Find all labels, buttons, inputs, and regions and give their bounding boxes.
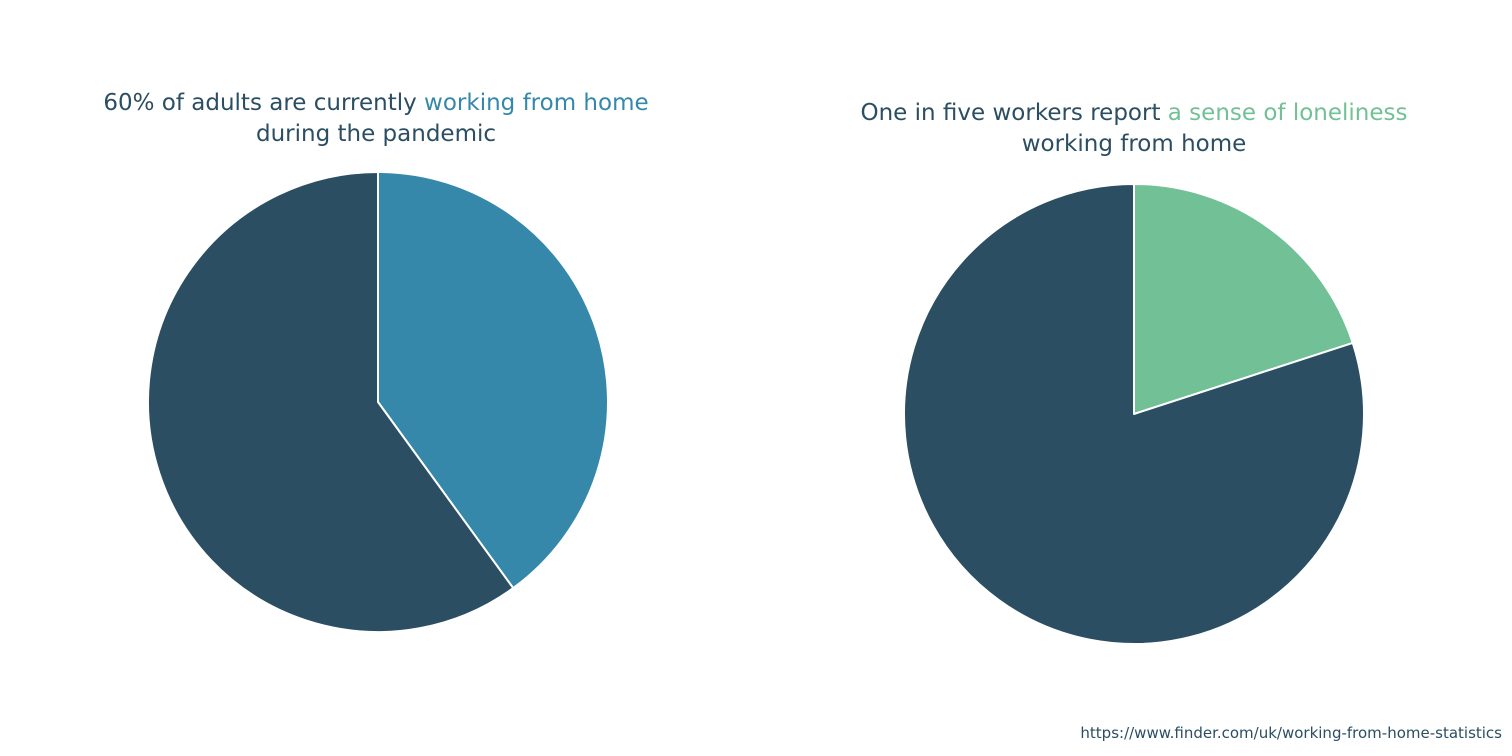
title-right-lead: One in five workers report [860,100,1168,126]
title-left-highlight: working from home [424,90,649,116]
title-left-lead: 60% of adults are currently [103,90,425,116]
pie-right-slice-1 [903,183,1365,645]
chart-title-right: One in five workers report a sense of lo… [834,98,1434,160]
source-url[interactable]: https://www.finder.com/uk/working-from-h… [1080,724,1502,742]
pie-left-slice-1 [147,171,515,633]
title-right-highlight: a sense of loneliness [1167,100,1408,126]
pie-chart-left [147,171,609,633]
pie-chart-right [903,183,1365,645]
chart-title-left: 60% of adults are currently working from… [76,88,676,150]
pie-right-slice-0 [1133,183,1354,415]
pie-left-slice-0 [377,171,609,590]
title-right-tail: working from home [1021,131,1247,157]
title-left-tail: during the pandemic [255,121,497,147]
